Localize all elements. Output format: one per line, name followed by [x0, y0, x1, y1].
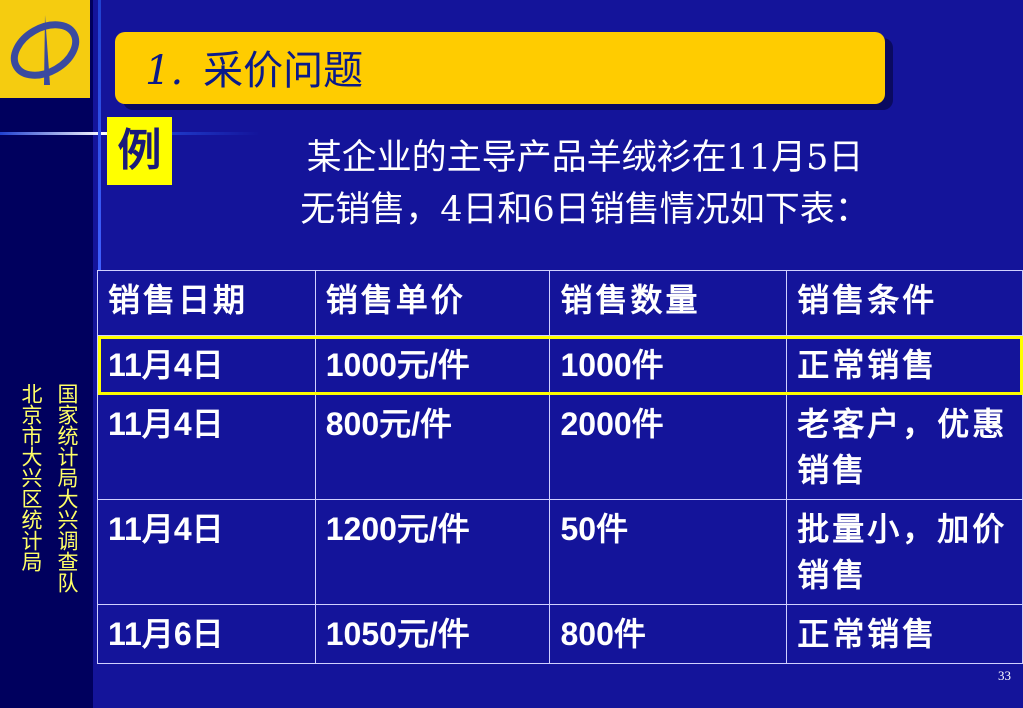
- table-cell: 1000元/件: [314, 335, 551, 395]
- table-row: 11月4日 1200元/件 50件 批量小，加价销售: [97, 499, 1023, 605]
- sidebar-org-name-2: 北京市大兴区统计局: [19, 383, 43, 572]
- table-cell: 50件: [549, 499, 788, 605]
- table-cell: 1050元/件: [314, 604, 551, 664]
- table-cell: 1200元/件: [314, 499, 551, 605]
- slide-title: 1. 采价问题: [145, 38, 363, 96]
- intro-text: 某企业的主导产品羊绒衫在11月5日 无销售，4日和6日销售情况如下表：: [205, 132, 965, 236]
- intro-line: 某企业的主导产品羊绒衫在11月5日: [306, 138, 864, 178]
- decorative-line: [98, 0, 101, 270]
- table-row: 11月6日 1050元/件 800件 正常销售: [97, 604, 1023, 664]
- sidebar-org-name-1: 国家统计局大兴调查队: [55, 383, 79, 593]
- table-cell: 800元/件: [314, 394, 551, 500]
- table-row: 11月4日 800元/件 2000件 老客户，优惠销售: [97, 394, 1023, 500]
- table-cell: 正常销售: [786, 604, 1023, 664]
- table-header: 销售单价: [314, 270, 551, 336]
- statistics-logo-icon: [10, 15, 80, 85]
- logo: [0, 0, 90, 98]
- example-badge: 例: [107, 117, 172, 185]
- title-text: 采价问题: [203, 48, 364, 94]
- table-header: 销售数量: [549, 270, 788, 336]
- table-header-row: 销售日期 销售单价 销售数量 销售条件: [97, 270, 1023, 336]
- table-row-highlighted: 11月4日 1000元/件 1000件 正常销售: [97, 335, 1023, 395]
- table-cell: 11月6日: [97, 604, 316, 664]
- title-number: 1.: [145, 48, 184, 94]
- table-cell: 正常销售: [786, 335, 1023, 395]
- table-cell: 11月4日: [97, 335, 316, 395]
- table-header: 销售条件: [786, 270, 1023, 336]
- table-cell: 11月4日: [97, 499, 316, 605]
- table-cell: 老客户，优惠销售: [786, 394, 1023, 500]
- table-cell: 11月4日: [97, 394, 316, 500]
- title-box: 1. 采价问题: [115, 32, 885, 104]
- page-number: 33: [998, 668, 1011, 683]
- table-cell: 1000件: [549, 335, 788, 395]
- table-cell: 2000件: [549, 394, 788, 500]
- sales-table: 销售日期 销售单价 销售数量 销售条件 11月4日 1000元/件 1000件 …: [97, 270, 1023, 664]
- table-header: 销售日期: [97, 270, 316, 336]
- intro-line: 无销售，4日和6日销售情况如下表：: [300, 190, 870, 230]
- table-cell: 800件: [549, 604, 788, 664]
- table-cell: 批量小，加价销售: [786, 499, 1023, 605]
- sidebar: 国家统计局大兴调查队 北京市大兴区统计局: [0, 0, 93, 708]
